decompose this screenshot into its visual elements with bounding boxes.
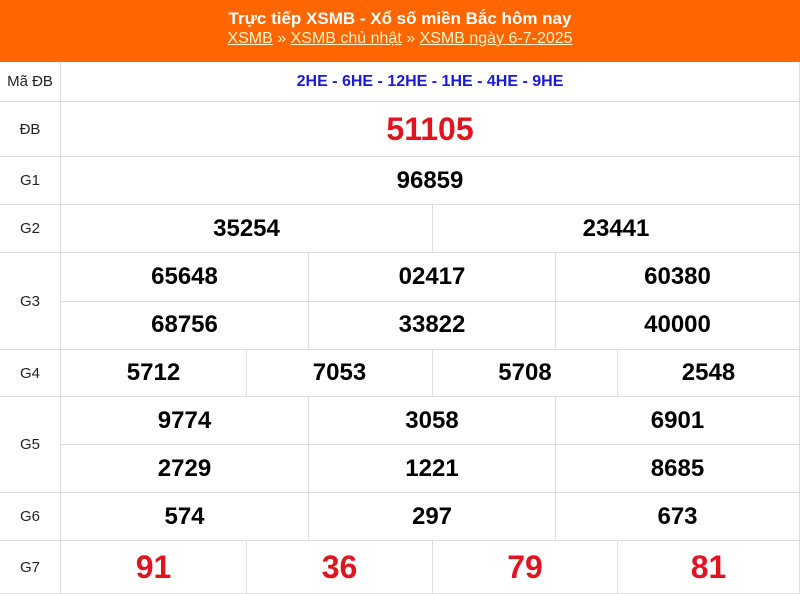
special-code-value: 2HE - 6HE - 12HE - 1HE - 4HE - 9HE bbox=[61, 62, 800, 102]
prize-number-g3: 65648 bbox=[61, 253, 309, 302]
prize-number-g5: 6901 bbox=[556, 397, 800, 445]
prize-number-special: 51105 bbox=[61, 102, 800, 157]
prize-number-g5: 3058 bbox=[309, 397, 556, 445]
prize-number-g2: 23441 bbox=[433, 205, 800, 253]
prize-number-g4: 5712 bbox=[61, 350, 247, 397]
prize-number-g5: 1221 bbox=[309, 445, 556, 493]
prize-label-g6: G6 bbox=[0, 493, 61, 541]
prize-number-g1: 96859 bbox=[61, 157, 800, 205]
breadcrumb-xsmb-date[interactable]: XSMB ngày 6-7-2025 bbox=[419, 30, 573, 47]
prize-label-g4: G4 bbox=[0, 350, 61, 397]
breadcrumb-xsmb-sunday[interactable]: XSMB chủ nhật bbox=[290, 30, 402, 47]
prize-number-g2: 35254 bbox=[61, 205, 433, 253]
page-title: Trực tiếp XSMB - Xổ số miền Bắc hôm nay bbox=[228, 9, 572, 28]
prize-label-special: ĐB bbox=[0, 102, 61, 157]
prize-number-g3: 40000 bbox=[556, 301, 800, 350]
prize-number-g5: 8685 bbox=[556, 445, 800, 493]
prize-label-g3: G3 bbox=[0, 253, 61, 350]
prize-number-g6: 297 bbox=[309, 493, 556, 541]
prize-number-g3: 02417 bbox=[309, 253, 556, 302]
prize-number-g3: 60380 bbox=[556, 253, 800, 302]
prize-number-g7: 91 bbox=[61, 541, 247, 594]
prize-number-g5: 2729 bbox=[61, 445, 309, 493]
code-label: Mã ĐB bbox=[0, 62, 61, 102]
prize-number-g3: 33822 bbox=[309, 301, 556, 350]
prize-number-g7: 79 bbox=[433, 541, 618, 594]
prize-number-g4: 5708 bbox=[433, 350, 618, 397]
prize-label-g7: G7 bbox=[0, 541, 61, 594]
breadcrumb-separator: » bbox=[277, 30, 287, 47]
prize-label-g5: G5 bbox=[0, 397, 61, 493]
prize-number-g7: 81 bbox=[618, 541, 800, 594]
breadcrumb-separator: » bbox=[406, 30, 416, 47]
prize-number-g5: 9774 bbox=[61, 397, 309, 445]
breadcrumb: XSMB » XSMB chủ nhật » XSMB ngày 6-7-202… bbox=[0, 29, 800, 49]
breadcrumb-xsmb[interactable]: XSMB bbox=[227, 30, 273, 47]
prize-number-g6: 673 bbox=[556, 493, 800, 541]
header: Trực tiếp XSMB - Xổ số miền Bắc hôm nay … bbox=[0, 0, 800, 62]
prize-number-g6: 574 bbox=[61, 493, 309, 541]
prize-number-g3: 68756 bbox=[61, 301, 309, 350]
prize-number-g4: 2548 bbox=[618, 350, 800, 397]
prize-label-g1: G1 bbox=[0, 157, 61, 205]
prize-label-g2: G2 bbox=[0, 205, 61, 253]
prize-number-g7: 36 bbox=[247, 541, 433, 594]
prize-number-g4: 7053 bbox=[247, 350, 433, 397]
